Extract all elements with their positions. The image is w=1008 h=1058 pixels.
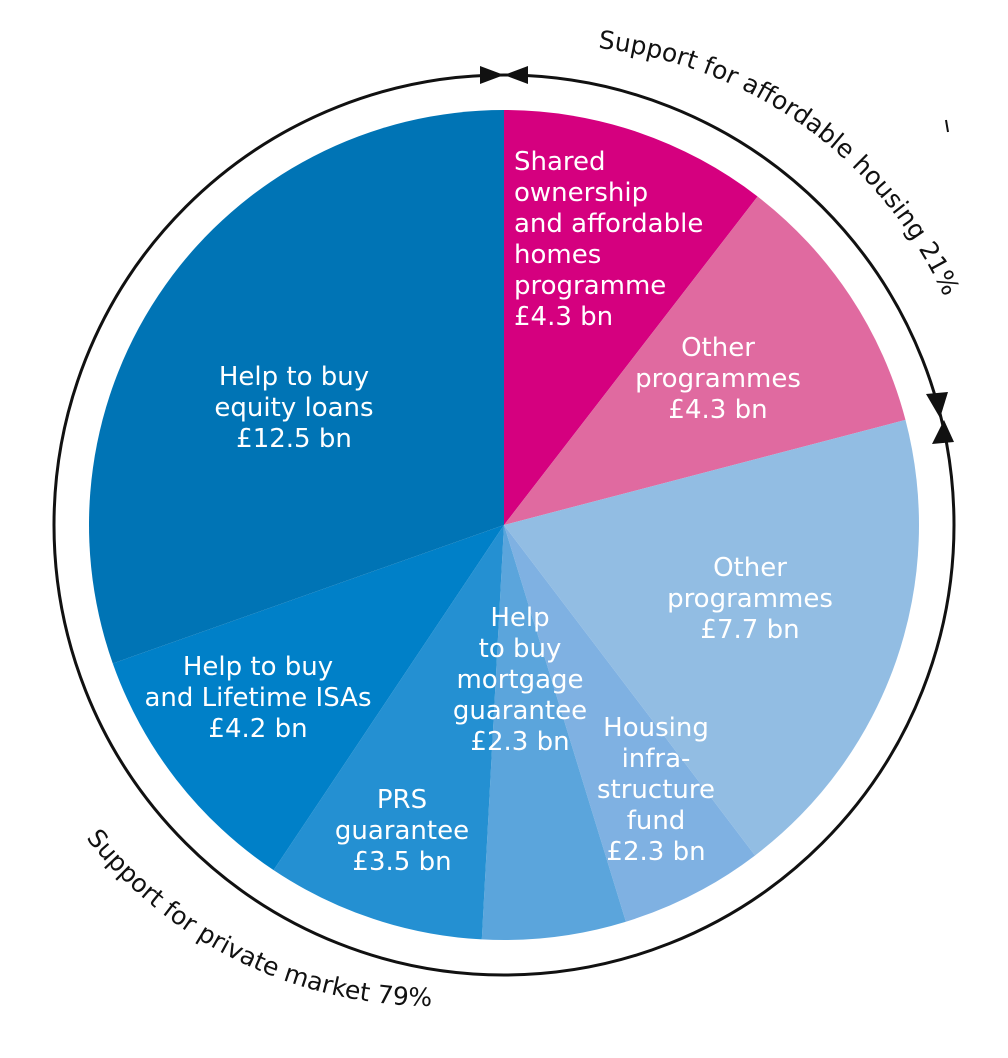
slice-label-line: equity loans [214,393,373,423]
slice-label-line: Housing [603,713,709,743]
slice-label-help-to-buy-mortgage-guarantee: Help to buy mortgage guarantee £2.3 bn [453,603,587,757]
slice-label-line: £3.5 bn [352,847,451,877]
slice-label-line: Help to buy [219,362,369,392]
slice-label-line: to buy [479,634,562,664]
slice-label-line: Help [490,603,549,633]
right-lower-arrowhead [932,420,954,444]
slice-label-line: Other [713,553,787,583]
pie-slice-other-programmes-affordable [504,196,906,526]
slice-label-line: £12.5 bn [236,424,352,454]
slice-label-line: programme [514,271,666,301]
slice-label-shared-ownership: Shared ownership and affordable homes progra… [514,147,703,332]
slice-label-line: £4.2 bn [208,714,307,744]
slice-label-housing-infrastructure-fund: Housing infra-structure fund £2.3 bn [597,713,715,867]
slice-label-line: £2.3 bn [606,837,705,867]
pie-slice-help-to-buy-lifetime-isas [112,525,504,871]
slice-label-line: Other [681,333,755,363]
slice-label-prs-guarantee: PRS guarantee £3.5 bn [335,785,469,877]
slice-label-line: infra- [622,744,691,774]
slice-label-help-to-buy-lifetime-isas: Help to buy and Lifetime ISAs £4.2 bn [144,652,371,744]
slice-label-other-programmes-affordable: Other programmes £4.3 bn [635,333,801,425]
slice-label-line: Help to buy [183,652,333,682]
top-right-arrowhead [504,66,528,84]
pie-slices [89,110,920,941]
slice-label-line: structure [597,775,715,805]
slice-label-line: mortgage [456,665,583,695]
pie-slice-prs-guarantee [273,525,504,940]
slice-label-line: £2.3 bn [470,727,569,757]
slice-label-line: homes [514,240,601,270]
slice-label-line: and Lifetime ISAs [144,683,371,713]
pie-slice-help-to-buy-equity-loans [89,110,505,664]
pie-slice-shared-ownership [504,110,758,525]
slice-label-line: guarantee [335,816,469,846]
slice-label-line: £4.3 bn [514,302,613,332]
slice-label-line: £4.3 bn [668,395,767,425]
pie-slice-help-to-buy-mortgage-guarantee [481,525,626,941]
pie-slice-labels: Shared ownership and affordable homes progra… [144,147,832,877]
slice-label-line: programmes [667,584,833,614]
slice-label-line: £7.7 bn [700,615,799,645]
slice-label-line: and affordable [514,209,703,239]
slice-label-line: ownership [514,178,648,208]
slice-label-line: fund [627,806,686,836]
slice-label-line: guarantee [453,696,587,726]
slice-label-line: programmes [635,364,801,394]
right-upper-arrowhead [926,392,948,418]
pie-slice-housing-infrastructure-fund [504,525,756,922]
slice-label-line: Shared [514,147,606,177]
top-left-arrowhead [480,66,504,84]
slice-label-other-programmes-private: Other programmes £7.7 bn [667,553,833,645]
pie-slice-other-programmes-private [504,419,920,856]
group-bracket-ring [52,66,956,977]
top-right-tick [945,119,949,133]
slice-label-help-to-buy-equity-loans: Help to buy equity loans £12.5 bn [214,362,373,454]
slice-label-line: PRS [377,785,427,815]
